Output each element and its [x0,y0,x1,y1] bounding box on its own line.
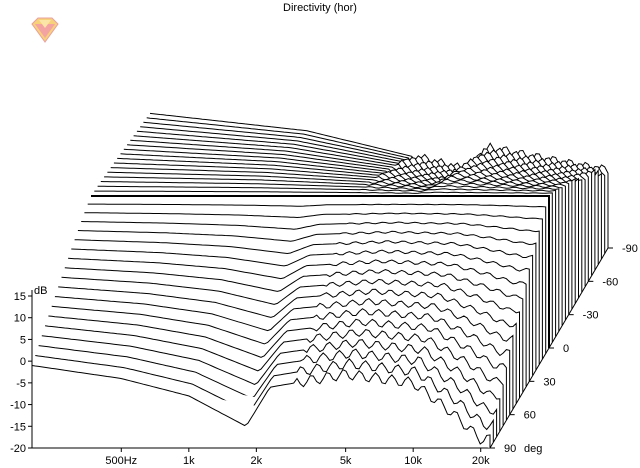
y-tick-label: 0 [20,356,26,368]
depth-tick-label: -90 [622,243,638,255]
y-tick-label: -5 [16,378,26,390]
depth-unit-label: deg [524,443,542,455]
curves [31,112,609,448]
y-tick-label: -10 [10,400,26,412]
y-unit-label: dB [34,285,47,297]
depth-tick-label: -60 [602,276,618,288]
x-tick-label: 2k [251,455,263,467]
depth-tick-label: 60 [524,410,536,422]
y-tick-label: 5 [20,334,26,346]
x-tick-label: 5k [340,455,352,467]
app-logo [31,17,59,43]
x-tick-label: 500Hz [105,455,137,467]
x-tick-label: 1k [183,455,195,467]
y-tick-label: -15 [10,421,26,433]
y-tick-label: 10 [14,313,26,325]
chart-title: Directivity (hor) [283,2,357,14]
series-line-90deg [31,365,491,448]
x-tick-label: 20k [472,455,490,467]
y-tick-label: -20 [10,443,26,455]
tick-labels: 15 10 5 0 -5 -10 -15 -20 dB 500Hz 1k 2k 5k 10k 20k 90 de… [10,243,638,467]
y-tick-label: 15 [14,291,26,303]
depth-tick-label: 30 [543,376,555,388]
depth-tick-label: 90 [504,443,516,455]
depth-tick-label: 0 [563,343,569,355]
x-tick-label: 10k [404,455,422,467]
depth-tick-label: -30 [583,310,599,322]
